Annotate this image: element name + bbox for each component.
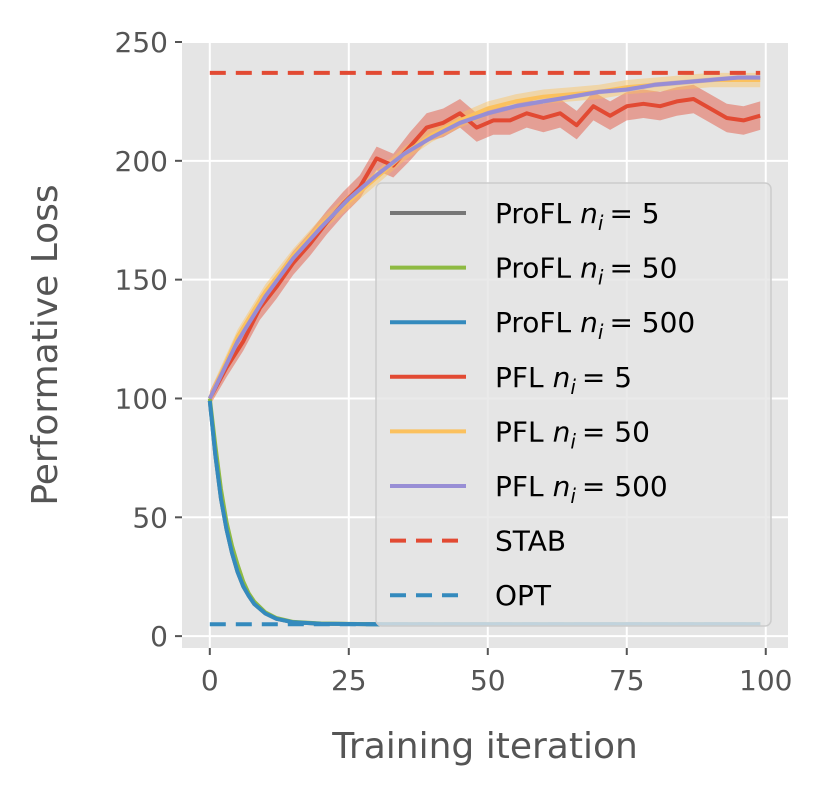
legend-label-subscript: i <box>598 266 604 290</box>
legend-label-main: STAB <box>495 525 566 558</box>
legend-label-value: = 500 <box>609 306 695 339</box>
legend-label-math: n <box>580 197 598 230</box>
legend-label-main: ProFL <box>495 197 572 230</box>
legend-label-subscript: i <box>570 375 576 399</box>
legend-label-math: n <box>553 415 571 448</box>
legend-label-pfl-n-i-5: PFL ni = 5 <box>495 361 632 399</box>
y-tick-label: 200 <box>115 145 168 178</box>
x-axis-label: Training iteration <box>331 726 638 767</box>
legend-box <box>375 182 772 627</box>
y-tick-label: 100 <box>115 382 168 415</box>
legend-label-pfl-n-i-50: PFL ni = 50 <box>495 415 650 453</box>
legend-label-math: n <box>553 470 571 503</box>
legend-label-value: = 5 <box>582 361 632 394</box>
x-tick-label: 100 <box>739 664 792 697</box>
legend-label-stab: STAB <box>495 525 566 558</box>
x-tick-label: 25 <box>331 664 367 697</box>
legend-label-main: ProFL <box>495 252 572 285</box>
legend-label-subscript: i <box>598 320 604 344</box>
pfl-n-i-5-line <box>208 97 761 400</box>
legend-label-profl-n-i-50: ProFL ni = 50 <box>495 252 677 290</box>
legend-label-value: = 50 <box>609 252 677 285</box>
legend-label-profl-n-i-5: ProFL ni = 5 <box>495 197 660 235</box>
legend-label-main: OPT <box>495 579 552 612</box>
confidence-bands <box>209 72 761 406</box>
legend-label-profl-n-i-500: ProFL ni = 500 <box>495 306 695 344</box>
legend-label-math: n <box>580 306 598 339</box>
pfl-n-i-500-line <box>208 75 761 400</box>
y-tick-label: 150 <box>115 264 168 297</box>
legend-label-main: PFL <box>495 470 544 503</box>
legend-label-main: PFL <box>495 361 544 394</box>
legend-label-subscript: i <box>598 211 604 235</box>
legend-label-math: n <box>553 361 571 394</box>
legend-label-subscript: i <box>570 429 576 453</box>
legend-label-opt: OPT <box>495 579 552 612</box>
legend-label-math: n <box>580 252 598 285</box>
legend-label-main: PFL <box>495 415 544 448</box>
y-tick-label: 0 <box>150 620 168 653</box>
legend-label-subscript: i <box>570 484 576 508</box>
pfl-n-i-5-band <box>209 84 761 406</box>
y-tick-label: 250 <box>115 26 168 59</box>
y-tick-label: 50 <box>132 501 168 534</box>
legend-label-pfl-n-i-500: PFL ni = 500 <box>495 470 668 508</box>
legend-label-value: = 500 <box>582 470 668 503</box>
axis-ticks: 0 25 50 75 100 0 50 100 150 200 250 <box>115 26 793 697</box>
legend-label-value: = 50 <box>582 415 650 448</box>
legend-label-value: = 5 <box>609 197 659 230</box>
legend-label-main: ProFL <box>495 306 572 339</box>
y-axis-label: Performative Loss <box>25 184 66 505</box>
x-tick-label: 75 <box>609 664 645 697</box>
x-tick-label: 0 <box>201 664 219 697</box>
x-tick-label: 50 <box>470 664 506 697</box>
